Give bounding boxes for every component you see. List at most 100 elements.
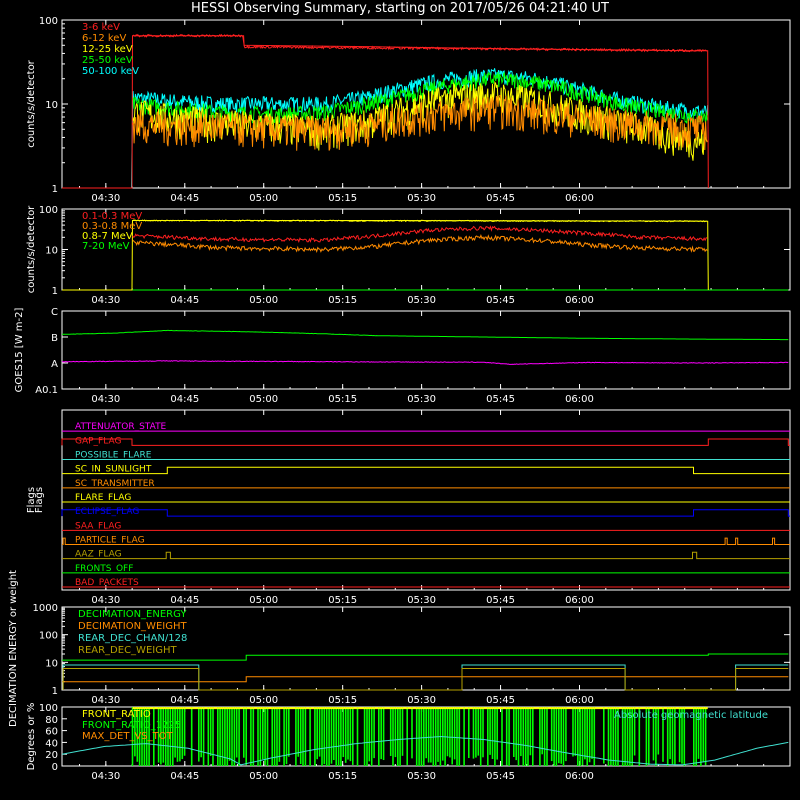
photon_rates-xtick-label: 06:00 bbox=[565, 193, 594, 204]
flag-label: POSSIBLE_FLARE bbox=[75, 451, 152, 461]
ratios-legend-item: FRONT_RATIO bbox=[82, 709, 151, 720]
flags-frame bbox=[61, 409, 791, 591]
flag-label: AAZ_FLAG bbox=[75, 550, 122, 560]
gamma_rates-ytick-label: 1 bbox=[52, 286, 58, 297]
photon_rates-xtick-label: 04:30 bbox=[91, 193, 120, 204]
photon_rates-legend-item: 3-6 keV bbox=[82, 22, 120, 33]
ratios-legend-item: FRONT_RATIO_1225 bbox=[82, 720, 181, 731]
goes-ytick-label: B bbox=[51, 333, 58, 344]
ratios-ytick-label: 100 bbox=[39, 703, 58, 714]
gamma_rates-xtick-label: 05:45 bbox=[486, 295, 515, 306]
goes-ylabel: GOES15 [W m-2] bbox=[14, 308, 25, 393]
goes-xtick-label: 05:30 bbox=[407, 394, 436, 405]
flag-label: ECLIPSE_FLAG bbox=[75, 507, 139, 517]
ratios-ytick-label: 20 bbox=[45, 750, 58, 761]
decimation-xtick-label: 04:45 bbox=[170, 695, 199, 706]
decimation-xtick-label: 04:30 bbox=[91, 695, 120, 706]
gamma_rates-ylabel: counts/s/detector bbox=[26, 205, 37, 293]
flag-label: GAP_FLAG bbox=[75, 436, 121, 446]
decimation-series-decimation-weight bbox=[62, 676, 789, 683]
gamma_rates-xtick-label: 05:00 bbox=[249, 295, 278, 306]
flags-xtick-label: 05:15 bbox=[328, 595, 357, 606]
photon_rates-xtick-label: 05:00 bbox=[249, 193, 278, 204]
flag-label: SC_TRANSMITTER bbox=[75, 479, 155, 489]
photon_rates-xtick-label: 05:45 bbox=[486, 193, 515, 204]
gamma_rates-xtick-label: 06:00 bbox=[565, 295, 594, 306]
ratios-xtick-label: 05:00 bbox=[249, 771, 278, 782]
decimation-ytick-label: 1 bbox=[52, 686, 58, 697]
photon_rates-ytick-label: 1 bbox=[52, 184, 58, 195]
photon_rates-series-3-6-kev-noise bbox=[132, 33, 708, 53]
flag-label: PARTICLE_FLAG bbox=[75, 536, 145, 546]
ratios-ytick-label: 60 bbox=[45, 727, 58, 738]
goes-frame bbox=[61, 310, 791, 390]
decimation-xtick-label: 05:30 bbox=[407, 695, 436, 706]
gamma_rates-legend-item: 0.1-0.3 MeV bbox=[82, 211, 142, 222]
gamma_rates-ytick-label: 100 bbox=[39, 205, 58, 216]
flag-label: FLARE_FLAG bbox=[75, 493, 131, 503]
gamma_rates-legend-item: 7-20 MeV bbox=[82, 241, 130, 252]
gamma_rates-xtick-label: 04:30 bbox=[91, 295, 120, 306]
ratios-series-geomagnetic-latitude bbox=[61, 735, 789, 766]
decimation-ytick-label: 1000 bbox=[33, 603, 58, 614]
photon_rates-xtick-label: 05:15 bbox=[328, 193, 357, 204]
ratios-ytick-label: 0 bbox=[52, 762, 58, 773]
photon_rates-ylabel: counts/s/detector bbox=[26, 59, 37, 147]
goes-xtick-label: 05:00 bbox=[249, 394, 278, 405]
gamma_rates-xtick-label: 04:45 bbox=[170, 295, 199, 306]
photon_rates-series-6-12-kev bbox=[132, 94, 708, 151]
flag-line-sc_in_sunlight bbox=[62, 466, 790, 475]
gamma_rates-legend-item: 0.8-7 MeV bbox=[82, 231, 133, 242]
flags-xtick-label: 04:45 bbox=[170, 595, 199, 606]
gamma_rates-legend-item: 0.3-0.8 MeV bbox=[82, 221, 142, 232]
photon_rates-xtick-label: 04:45 bbox=[170, 193, 199, 204]
flag-line-gap_flag bbox=[61, 438, 790, 446]
ratios-front-ratio-bars bbox=[131, 707, 707, 766]
decimation-legend-item: REAR_DEC_CHAN/128 bbox=[78, 633, 187, 644]
flags-xtick-label: 06:00 bbox=[565, 595, 594, 606]
goes-ytick-label: A bbox=[51, 359, 58, 370]
decimation-legend-item: DECIMATION_WEIGHT bbox=[78, 621, 187, 632]
goes-ytick-label: C bbox=[51, 307, 58, 318]
ratios-xtick-label: 04:45 bbox=[170, 771, 199, 782]
flags-xtick-label: 05:00 bbox=[249, 595, 278, 606]
photon_rates-legend-item: 12-25 keV bbox=[82, 44, 133, 55]
decimation-legend-item: REAR_DEC_WEIGHT bbox=[78, 645, 177, 656]
flag-line-particle_flag bbox=[62, 537, 790, 545]
ratios-annotation: Absolute geomagnetic latitude bbox=[614, 710, 768, 721]
decimation-series-decimation-energy bbox=[62, 653, 789, 661]
ratios-xtick-label: 05:30 bbox=[407, 771, 436, 782]
decimation-xtick-label: 05:45 bbox=[486, 695, 515, 706]
flag-label: SC_IN_SUNLIGHT bbox=[75, 465, 152, 475]
decimation-ytick-label: 100 bbox=[39, 631, 58, 642]
chart-title: HESSI Observing Summary, starting on 201… bbox=[191, 1, 609, 16]
flag-label: SAA_FLAG bbox=[75, 521, 121, 531]
gamma_rates-xtick-label: 05:30 bbox=[407, 295, 436, 306]
goes-xtick-label: 04:45 bbox=[170, 394, 199, 405]
gamma_rates-series-0-8-7-mev bbox=[62, 220, 709, 291]
decimation-ylabel: DECIMATION ENERGY or weight bbox=[8, 570, 19, 727]
flags-ylabel: Flags bbox=[34, 487, 45, 513]
flag-label: FRONTS_OFF bbox=[75, 564, 133, 574]
goes-xtick-label: 05:15 bbox=[328, 394, 357, 405]
gamma_rates-series-0-8-7-mev-noise bbox=[133, 219, 707, 223]
flag-line-aaz_flag bbox=[62, 551, 790, 560]
photon_rates-legend-item: 25-50 keV bbox=[82, 55, 133, 66]
flag-line-eclipse_flag bbox=[61, 509, 790, 517]
gamma_rates-ytick-label: 10 bbox=[45, 246, 58, 257]
gamma_rates-xtick-label: 05:15 bbox=[328, 295, 357, 306]
gamma_rates-series-0-3-0-8-mev bbox=[132, 233, 708, 254]
photon_rates-ytick-label: 100 bbox=[39, 16, 58, 27]
flags-ylabel: Flags bbox=[26, 487, 37, 513]
ratios-legend-item: MAX_DET_VS_TOT bbox=[82, 731, 174, 742]
flag-label: BAD_PACKETS bbox=[75, 578, 139, 588]
decimation-xtick-label: 05:00 bbox=[249, 695, 278, 706]
ratios-xtick-label: 05:15 bbox=[328, 771, 357, 782]
goes-xtick-label: 04:30 bbox=[91, 394, 120, 405]
flag-label: ATTENUATOR_STATE bbox=[75, 422, 167, 432]
goes-xtick-label: 06:00 bbox=[565, 394, 594, 405]
goes-series-long bbox=[62, 329, 789, 341]
goes-xtick-label: 05:45 bbox=[486, 394, 515, 405]
photon_rates-xtick-label: 05:30 bbox=[407, 193, 436, 204]
